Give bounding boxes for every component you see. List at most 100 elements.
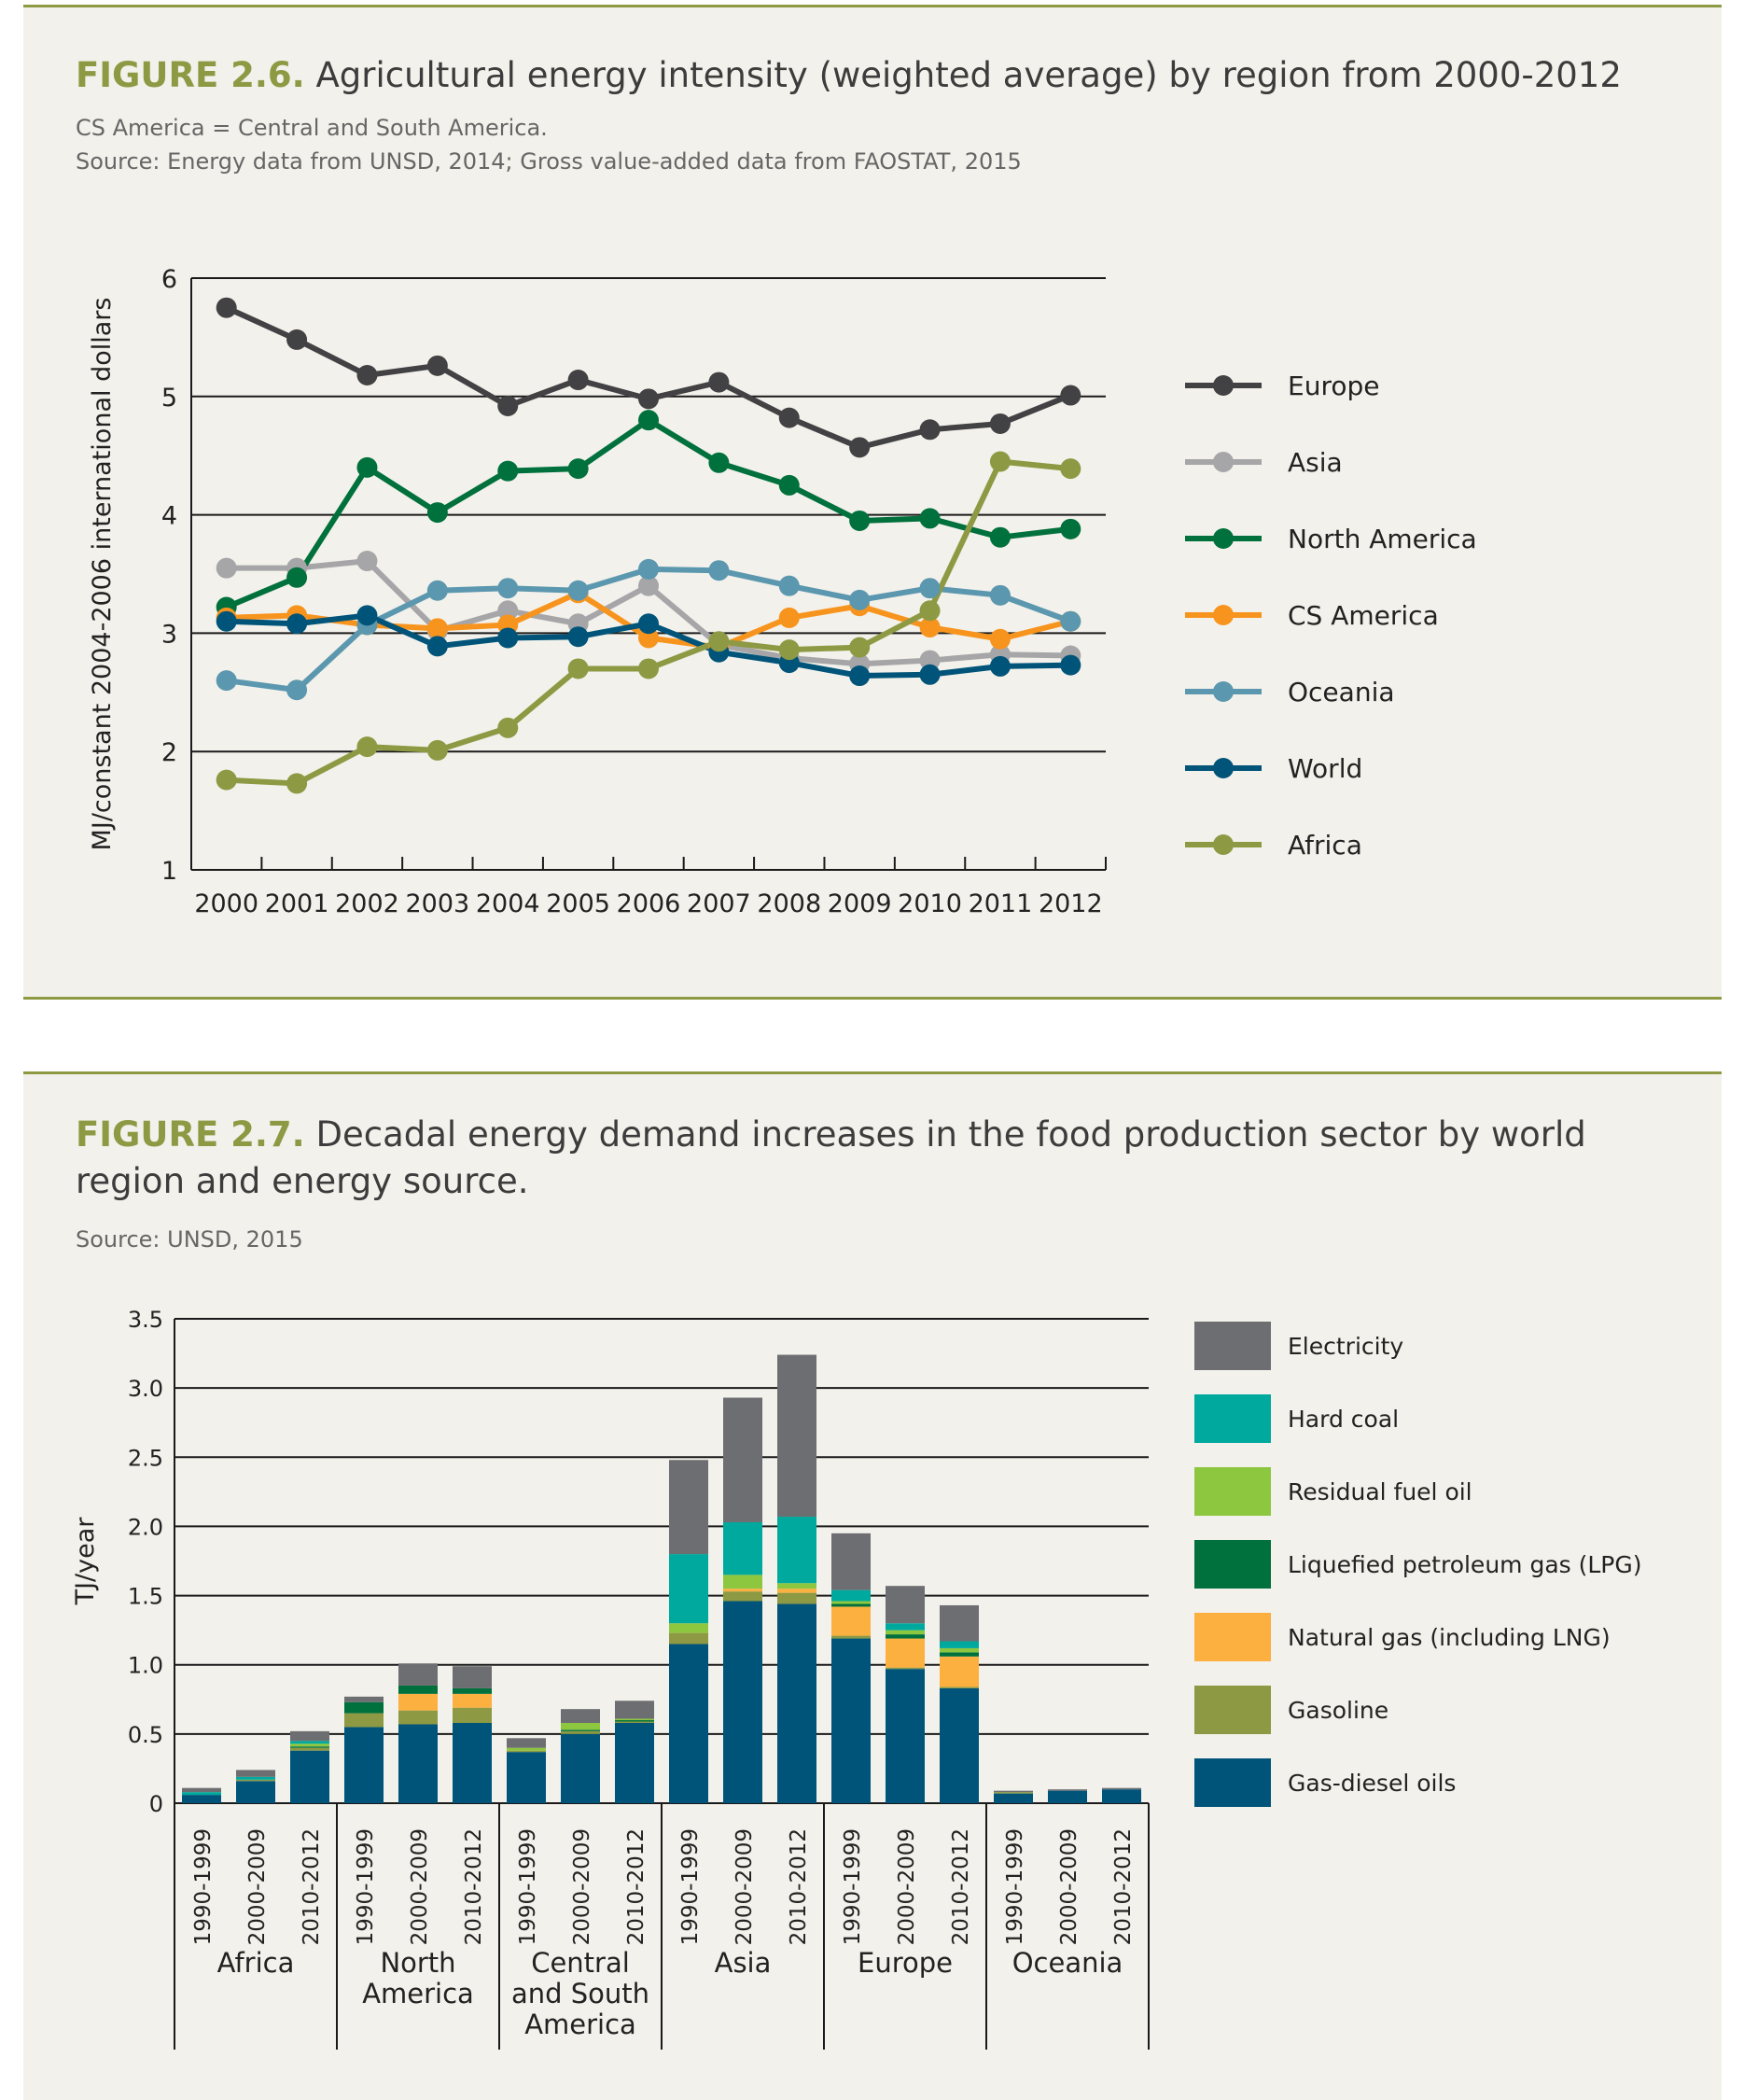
bar-segment xyxy=(290,1741,329,1744)
bar-segment xyxy=(236,1770,275,1777)
data-point xyxy=(216,769,237,791)
x-tick-label: 2011 xyxy=(969,889,1033,918)
x-tick-label: 2004 xyxy=(476,889,540,918)
bar-segment xyxy=(453,1722,492,1803)
data-point xyxy=(1060,654,1081,676)
x-tick-label: 2010-2012 xyxy=(787,1828,811,1945)
x-tick-label: 2010 xyxy=(898,889,962,918)
bar-segment xyxy=(940,1687,979,1803)
bar-segment xyxy=(561,1729,600,1731)
data-point xyxy=(849,510,871,531)
data-point xyxy=(919,664,941,685)
data-point xyxy=(216,297,237,318)
data-point xyxy=(989,451,1011,472)
bar-segment xyxy=(561,1733,600,1803)
x-tick-label: 2000-2009 xyxy=(732,1828,757,1945)
figure-2-6-panel: FIGURE 2.6. Agricultural energy intensit… xyxy=(23,5,1722,1000)
legend-swatch-dot xyxy=(1213,375,1234,396)
x-tick-label: 2003 xyxy=(405,889,469,918)
bar-segment xyxy=(290,1730,329,1742)
bar-segment xyxy=(777,1589,816,1593)
legend-label: Africa xyxy=(1288,830,1362,861)
bar-segment xyxy=(669,1632,708,1645)
bar-segment xyxy=(1102,1789,1141,1803)
data-point xyxy=(1060,458,1081,480)
bar-segment xyxy=(507,1738,546,1748)
legend-swatch xyxy=(1194,1758,1271,1807)
data-point xyxy=(497,460,519,482)
x-tick-label: 1990-1999 xyxy=(191,1828,216,1945)
bar-segment xyxy=(398,1724,438,1803)
legend-swatch-dot xyxy=(1213,834,1234,855)
x-tick-label: 2008 xyxy=(757,889,821,918)
data-point xyxy=(356,456,378,478)
figure-2-7-title: FIGURE 2.7. Decadal energy demand increa… xyxy=(76,1112,1681,1205)
bar-segment xyxy=(1048,1789,1087,1791)
bar-segment xyxy=(507,1750,546,1753)
legend-label: North America xyxy=(1288,524,1477,554)
x-tick-label: 2000 xyxy=(194,889,258,918)
bar-segment xyxy=(507,1747,546,1751)
data-point xyxy=(286,679,308,701)
data-point xyxy=(638,388,659,410)
data-point xyxy=(778,575,800,596)
y-tick-label: 2 xyxy=(161,738,177,767)
data-point xyxy=(778,474,800,496)
legend-swatch xyxy=(1194,1540,1271,1589)
y-tick-label: 1 xyxy=(161,857,177,886)
data-point xyxy=(708,560,730,581)
group-label: Asia xyxy=(715,1947,772,1979)
legend-label: Hard coal xyxy=(1288,1406,1399,1433)
data-point xyxy=(426,580,448,601)
figure-2-7-number: FIGURE 2.7. xyxy=(76,1114,305,1155)
data-point xyxy=(497,395,519,416)
bar-segment xyxy=(886,1638,925,1668)
data-point xyxy=(919,578,941,599)
legend-label: Electricity xyxy=(1288,1333,1403,1360)
data-point xyxy=(286,773,308,794)
figure-2-6-title: FIGURE 2.6. Agricultural energy intensit… xyxy=(76,52,1681,99)
data-point xyxy=(497,578,519,599)
bar-segment xyxy=(398,1685,438,1694)
figure-2-6-number: FIGURE 2.6. xyxy=(76,55,305,95)
legend-label: World xyxy=(1288,753,1362,784)
y-tick-label: 3.0 xyxy=(128,1376,163,1402)
bar-segment xyxy=(290,1743,329,1747)
bar-segment xyxy=(561,1730,600,1734)
x-tick-label: 2000-2009 xyxy=(245,1828,270,1945)
bar-segment xyxy=(723,1397,762,1522)
bar-segment xyxy=(831,1533,871,1590)
bar-segment xyxy=(290,1747,329,1751)
bar-segment xyxy=(615,1718,654,1721)
x-tick-label: 2009 xyxy=(828,889,892,918)
legend-label: Asia xyxy=(1288,447,1343,478)
bar-segment xyxy=(723,1575,762,1589)
bar-segment xyxy=(831,1606,871,1636)
data-point xyxy=(1060,610,1081,632)
bar-segment xyxy=(182,1792,221,1796)
legend-label: Oceania xyxy=(1288,677,1395,707)
bar-segment xyxy=(940,1641,979,1648)
data-point xyxy=(1060,518,1081,539)
data-point xyxy=(567,580,589,601)
x-tick-label: 1990-1999 xyxy=(516,1828,540,1945)
bar-segment xyxy=(182,1787,221,1793)
bar-segment xyxy=(453,1693,492,1708)
x-tick-label: 2006 xyxy=(617,889,681,918)
data-point xyxy=(426,739,448,761)
bar-segment xyxy=(994,1792,1033,1794)
bar-segment xyxy=(1048,1790,1087,1803)
legend-label: Residual fuel oil xyxy=(1288,1478,1472,1505)
bar-segment xyxy=(561,1709,600,1723)
bar-segment xyxy=(236,1776,275,1780)
bar-segment xyxy=(994,1793,1033,1803)
data-point xyxy=(849,637,871,658)
bar-segment xyxy=(1102,1787,1141,1790)
bar-segment xyxy=(831,1589,871,1602)
data-point xyxy=(989,628,1011,650)
data-point xyxy=(708,371,730,393)
figure-2-7-title-text: Decadal energy demand increases in the f… xyxy=(76,1114,1586,1201)
y-axis-label: MJ/constant 2004-2006 international doll… xyxy=(88,298,117,851)
data-point xyxy=(638,627,659,649)
y-tick-label: 1.0 xyxy=(128,1653,163,1679)
